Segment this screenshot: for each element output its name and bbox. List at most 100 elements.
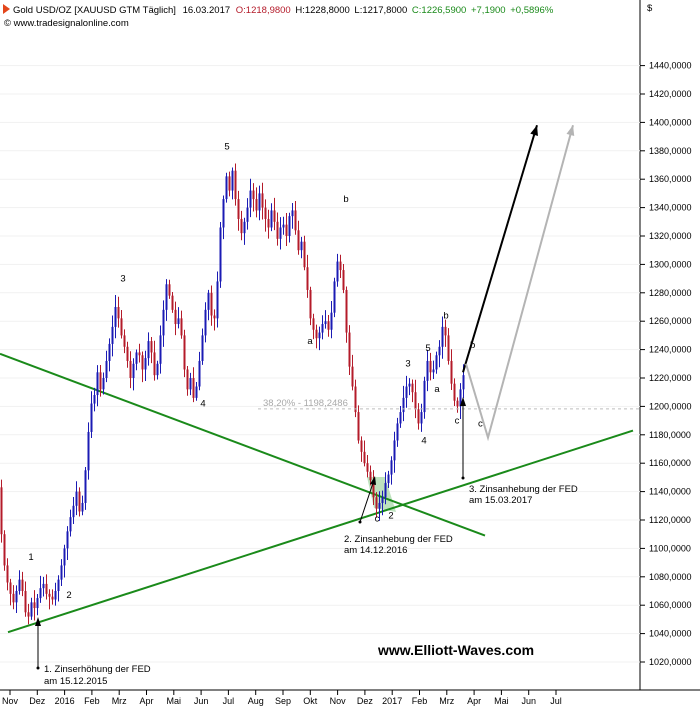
header-close: C:1226,5900 xyxy=(412,5,466,16)
fed-2-arrowhead xyxy=(370,476,376,485)
candle-body xyxy=(168,284,171,296)
candle-body xyxy=(288,216,291,236)
candle-body xyxy=(222,199,225,228)
candle-body xyxy=(357,412,360,441)
candle-body xyxy=(207,292,210,310)
candle-body xyxy=(120,318,123,336)
candle-body xyxy=(201,335,204,361)
y-axis-ticks: 1020,0000 1040,0000 1060,0000 1080,0000 1100… xyxy=(640,61,692,667)
candle-body xyxy=(66,531,69,549)
y-tick-label: 1160,0000 xyxy=(649,458,691,468)
candle-body xyxy=(63,548,66,566)
candle-body xyxy=(300,241,303,251)
candle-body xyxy=(330,312,333,330)
candle-body xyxy=(237,199,240,219)
candle-body xyxy=(381,497,384,503)
wave-label: 2 xyxy=(388,511,393,522)
candle-body xyxy=(102,378,105,390)
candle-body xyxy=(420,412,423,424)
candle-body xyxy=(444,326,447,336)
candle-body xyxy=(81,502,84,512)
y-tick-label: 1060,0000 xyxy=(649,600,692,610)
candle-body xyxy=(315,329,318,339)
header-high: H:1228,8000 xyxy=(295,5,349,16)
candle-body xyxy=(213,315,216,319)
candle-body xyxy=(51,596,54,600)
y-tick-label: 1320,0000 xyxy=(649,231,692,241)
x-tick-label: Jun xyxy=(521,696,536,706)
candle-body xyxy=(276,221,279,239)
candle-body xyxy=(351,366,354,387)
candle-body xyxy=(429,360,432,373)
candle-body xyxy=(387,474,390,484)
candle-body xyxy=(171,295,174,310)
wave-label: 5 xyxy=(425,343,430,354)
y-tick-label: 1400,0000 xyxy=(649,117,692,127)
x-tick-label: Feb xyxy=(84,696,100,706)
candle-body xyxy=(414,392,417,410)
fed-pointers xyxy=(35,397,466,670)
candle-body xyxy=(336,261,339,282)
candle-body xyxy=(57,579,60,591)
wave-label: 1 xyxy=(28,552,33,563)
candle-body xyxy=(333,281,336,313)
trendlines xyxy=(0,352,634,634)
candle-body xyxy=(3,534,6,566)
fed-1-label-line2: am 15.12.2015 xyxy=(44,676,107,687)
candle-body xyxy=(69,517,72,532)
candle-body xyxy=(195,386,198,398)
y-tick-label: 1280,0000 xyxy=(649,288,692,298)
fed-3-dot xyxy=(461,476,465,480)
candle-body xyxy=(324,321,327,325)
header-open: O:1218,9800 xyxy=(236,5,291,16)
y-tick-label: 1100,0000 xyxy=(649,543,691,553)
candle-body xyxy=(339,261,342,271)
candle-body xyxy=(408,383,411,387)
candle-body xyxy=(231,170,234,191)
candle-body xyxy=(138,352,141,356)
candle-body xyxy=(309,289,312,319)
candle-body xyxy=(75,491,78,506)
candle-body xyxy=(177,318,180,325)
x-tick-label: Nov xyxy=(330,696,347,706)
x-tick-label: Jul xyxy=(550,696,562,706)
candle-body xyxy=(411,383,414,393)
wave-label: c xyxy=(455,415,460,426)
candle-body xyxy=(165,284,168,310)
candle-body xyxy=(117,307,120,319)
projection-path xyxy=(462,124,538,373)
y-tick-label: 1200,0000 xyxy=(649,401,692,411)
wave-label: 3 xyxy=(405,359,410,370)
candle-body xyxy=(54,591,57,600)
candle-body xyxy=(153,352,156,376)
candle-body xyxy=(258,193,261,211)
candle-body xyxy=(84,470,87,503)
candle-body xyxy=(360,440,363,452)
candle-body xyxy=(375,497,378,509)
x-tick-label: Jun xyxy=(194,696,209,706)
candle-body xyxy=(303,241,306,268)
candle-body xyxy=(27,612,30,617)
candle-body xyxy=(423,380,426,413)
candle-body xyxy=(141,355,144,370)
y-tick-label: 1220,0000 xyxy=(649,373,692,383)
candle-body xyxy=(105,360,108,378)
candle-body xyxy=(456,400,459,407)
wave-label: a xyxy=(307,336,313,347)
y-tick-label: 1360,0000 xyxy=(649,174,692,184)
candle-body xyxy=(417,409,420,424)
x-tick-label: Dez xyxy=(357,696,374,706)
x-tick-label: Apr xyxy=(139,696,153,706)
projection-arrows: bc xyxy=(462,124,575,442)
x-tick-label: Apr xyxy=(467,696,481,706)
candle-body xyxy=(159,335,162,364)
grid xyxy=(0,65,640,663)
candle-body xyxy=(162,309,165,336)
candle-body xyxy=(39,588,42,599)
y-tick-label: 1340,0000 xyxy=(649,203,692,213)
candle-body xyxy=(318,332,321,339)
candle-body xyxy=(36,598,39,609)
x-tick-label: 2016 xyxy=(55,696,75,706)
candle-body xyxy=(216,281,219,319)
